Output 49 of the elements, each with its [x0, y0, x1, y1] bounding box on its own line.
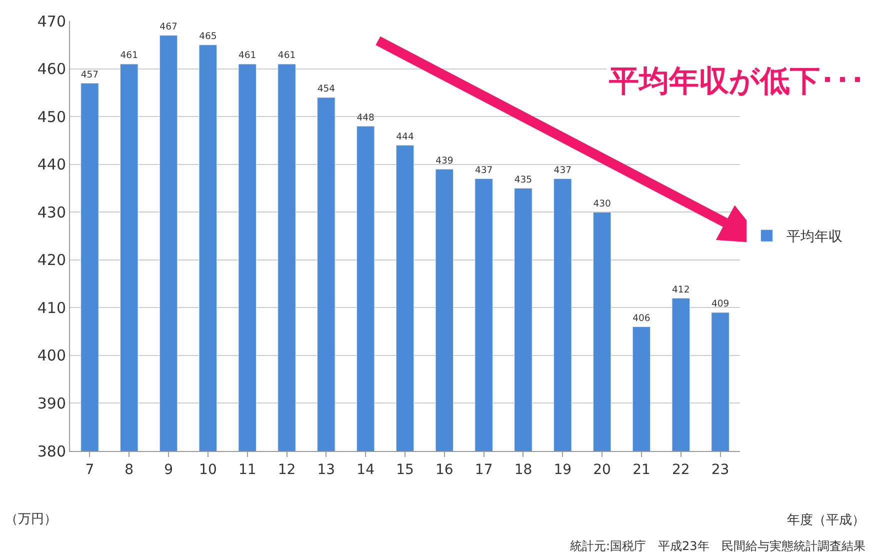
x-tick-label: 8 [124, 462, 134, 478]
legend-label: 平均年収 [786, 229, 843, 246]
x-tick-label: 10 [199, 462, 217, 478]
x-tick-label: 16 [435, 462, 454, 478]
x-tick-label: 11 [238, 462, 256, 478]
x-tick-label: 20 [593, 462, 611, 478]
data-label: 409 [711, 298, 730, 310]
data-label: 437 [474, 164, 493, 176]
annotation: 平均年収が低下･･･ [608, 64, 865, 99]
x-tick-label: 14 [356, 462, 375, 478]
text: 統計元:国税庁 平成23年 民間給与実態統計調査結果 [570, 539, 866, 553]
y-tick-label: 390 [37, 394, 66, 412]
y-tick-label: 440 [37, 156, 66, 174]
data-label: 454 [317, 84, 336, 95]
x-tick-label: 21 [632, 462, 650, 478]
y-tick-label: 420 [37, 251, 66, 270]
data-label: 461 [120, 50, 138, 62]
y-tick-label: 470 [37, 12, 66, 30]
x-tick-label: 17 [474, 462, 493, 478]
data-label: 435 [514, 174, 532, 186]
data-label: 448 [356, 112, 375, 124]
y-tick-label: 450 [37, 108, 66, 126]
data-label: 406 [632, 312, 650, 324]
y-tick-label: 410 [37, 298, 66, 317]
data-label: 439 [436, 155, 454, 166]
x-tick-label: 18 [514, 462, 532, 478]
y-tick-label: 460 [37, 60, 66, 78]
x-tick-label: 7 [85, 462, 94, 478]
x-tick-label: 9 [164, 462, 173, 478]
data-label: 444 [396, 131, 414, 142]
x-tick-label: 15 [396, 462, 414, 478]
x-tick-label: 12 [278, 462, 296, 478]
data-label: 461 [278, 50, 296, 62]
data-label: 467 [160, 21, 178, 32]
x-tick-label: 13 [317, 462, 336, 478]
data-label: 457 [80, 69, 99, 80]
data-label: 412 [672, 284, 690, 296]
y-tick-label: 400 [37, 346, 66, 365]
x-tick-label: 19 [554, 462, 572, 478]
x-tick-label: 22 [672, 462, 690, 478]
y-axis-title: （万円） [5, 512, 57, 527]
data-label: 461 [238, 50, 256, 62]
data-label: 430 [593, 198, 612, 210]
y-tick-label: 430 [37, 203, 66, 222]
y-tick-label: 380 [37, 442, 66, 460]
data-label: 437 [554, 164, 572, 176]
x-axis-title: 年度（平成） [787, 512, 865, 528]
x-tick-label: 23 [711, 462, 730, 478]
data-label: 465 [199, 31, 217, 42]
